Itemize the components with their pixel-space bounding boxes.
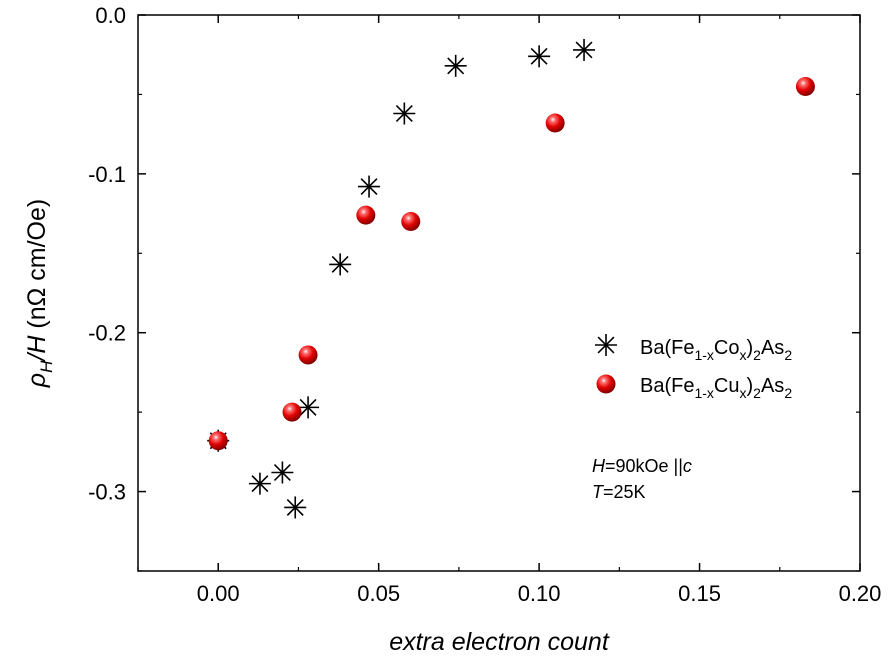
data-point-co bbox=[358, 175, 381, 198]
y-tick-label: -0.3 bbox=[88, 480, 126, 505]
x-tick-label: 0.20 bbox=[839, 581, 882, 606]
x-axis-tick-labels: 0.00 0.05 0.10 0.15 0.20 bbox=[197, 581, 882, 606]
data-point-cu bbox=[282, 402, 302, 422]
x-tick-label: 0.05 bbox=[357, 581, 400, 606]
x-axis-ticks bbox=[137, 15, 861, 571]
y-axis-title-rho: ρ bbox=[23, 373, 51, 388]
plot-frame bbox=[137, 14, 861, 572]
x-tick-label: 0.00 bbox=[197, 581, 240, 606]
legend-label-co: Ba(Fe1-xCox)2As2 bbox=[640, 337, 792, 363]
data-point-co bbox=[528, 45, 551, 68]
y-tick-label: -0.1 bbox=[88, 162, 126, 187]
data-point-co bbox=[444, 54, 467, 77]
data-point-cu bbox=[545, 113, 565, 133]
y-axis-title: ρH/H (nΩ cm/Oe) bbox=[23, 199, 56, 388]
legend: Ba(Fe1-xCox)2As2 Ba(Fe1-xCux)2As2 bbox=[595, 334, 792, 401]
data-point-co bbox=[573, 38, 596, 61]
y-axis-ticks bbox=[138, 14, 860, 572]
y-axis-title-sub: H bbox=[37, 360, 56, 373]
x-axis-title: extra electron count bbox=[389, 628, 610, 656]
data-point-co bbox=[271, 461, 294, 484]
data-point-co bbox=[329, 253, 352, 276]
y-axis-tick-labels: -0.3 -0.2 -0.1 0.0 bbox=[88, 3, 126, 505]
legend-marker-co bbox=[595, 334, 617, 356]
annotation-temperature: T=25K bbox=[592, 482, 646, 502]
data-point-cu bbox=[356, 205, 376, 225]
series-cu-doped bbox=[208, 76, 815, 451]
data-point-co bbox=[297, 396, 320, 419]
data-point-cu bbox=[795, 76, 815, 96]
y-tick-label: -0.2 bbox=[88, 321, 126, 346]
series-co-doped bbox=[207, 38, 596, 519]
legend-sphere-icon bbox=[596, 374, 616, 394]
y-axis-title-unit: (nΩ cm/Oe) bbox=[23, 199, 51, 336]
annotation-field: H=90kOe ||c bbox=[592, 456, 692, 476]
y-axis-title-h: H bbox=[23, 335, 51, 354]
x-tick-label: 0.10 bbox=[518, 581, 561, 606]
legend-asterisk-icon bbox=[595, 334, 617, 356]
data-point-co bbox=[248, 472, 271, 495]
data-point-cu bbox=[298, 345, 318, 365]
legend-label-cu: Ba(Fe1-xCux)2As2 bbox=[640, 375, 792, 401]
data-point-co bbox=[393, 102, 416, 125]
legend-marker-cu bbox=[596, 374, 616, 394]
x-tick-label: 0.15 bbox=[678, 581, 721, 606]
data-point-cu bbox=[208, 431, 228, 451]
data-point-co bbox=[284, 496, 307, 519]
y-tick-label: 0.0 bbox=[95, 3, 126, 28]
data-point-cu bbox=[401, 212, 421, 232]
